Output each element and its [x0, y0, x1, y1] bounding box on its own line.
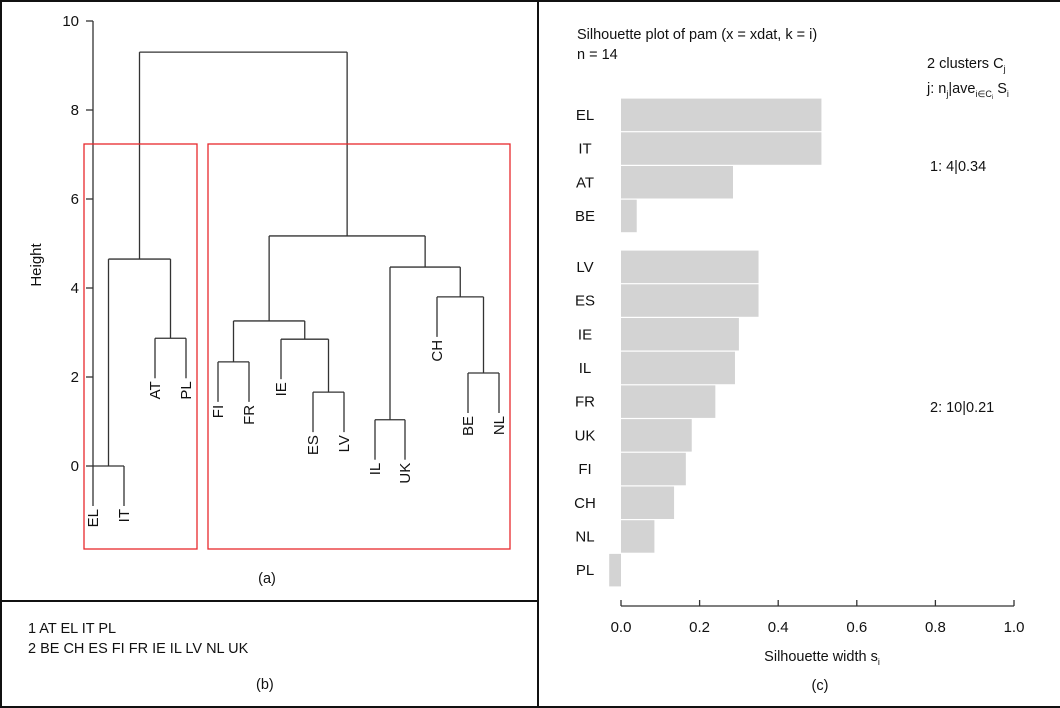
bar-label-fr: FR	[575, 394, 595, 411]
x-tick-label: 1.0	[1004, 619, 1025, 636]
silhouette-bar-fi	[621, 452, 686, 486]
silhouette-bar-fr	[621, 385, 716, 418]
y-tick-label: 2	[71, 369, 79, 386]
x-axis-label-sub: i	[878, 657, 880, 667]
legend-title-sub: j	[1003, 64, 1006, 74]
dendrogram-chart: 0 2 4 6 8 10 EL IT AT PL FI FR IE ES LV IL UK CH BE NL Hei…	[28, 13, 511, 587]
cluster-listing-2: 2 BE CH ES FI FR IE IL LV NL UK	[28, 641, 249, 657]
silhouette-bar-il	[621, 351, 735, 385]
leaf-label-el: EL	[85, 509, 102, 527]
panel-a-label: (a)	[258, 571, 276, 587]
bar-label-uk: UK	[575, 427, 596, 444]
leaf-label-il: IL	[367, 463, 384, 476]
cluster-listing-1: 1 AT EL IT PL	[28, 621, 117, 637]
leaf-label-be: BE	[460, 416, 477, 436]
leaf-label-nl: NL	[491, 416, 508, 435]
legend-header-b: |ave	[948, 81, 975, 97]
leaf-label-ie: IE	[273, 382, 290, 396]
silhouette-bar-be	[621, 199, 637, 233]
silhouette-bar-it	[621, 132, 822, 165]
leaf-label-it: IT	[116, 509, 133, 522]
silhouette-bar-at	[621, 166, 734, 199]
y-tick-label: 8	[71, 102, 79, 119]
x-tick-label: 0.8	[925, 619, 946, 636]
silhouette-bar-nl	[621, 520, 655, 553]
x-tick-label: 0.0	[611, 619, 632, 636]
panel-c-label: (c)	[812, 678, 829, 694]
leaf-label-lv: LV	[336, 435, 353, 452]
bar-label-es: ES	[575, 293, 595, 310]
bar-label-nl: NL	[575, 528, 594, 545]
panel-c-frame	[537, 0, 1060, 708]
silhouette-bar-es	[621, 284, 759, 317]
y-tick-label: 6	[71, 191, 79, 208]
legend-title-text: 2 clusters C	[927, 56, 1004, 72]
silhouette-bar-ch	[621, 486, 675, 519]
bar-label-ie: IE	[578, 326, 592, 343]
leaf-label-uk: UK	[397, 463, 414, 484]
bar-label-ch: CH	[574, 495, 596, 512]
legend-header: j: nj|avei∈Ci Si	[926, 81, 1009, 101]
x-tick-label: 0.6	[846, 619, 867, 636]
bar-label-el: EL	[576, 107, 594, 124]
bar-label-at: AT	[576, 174, 594, 191]
leaf-label-fi: FI	[210, 405, 227, 418]
legend-header-b-sub: i∈C	[976, 89, 993, 99]
leaf-label-fr: FR	[241, 405, 258, 425]
silhouette-title: Silhouette plot of pam (x = xdat, k = i)	[577, 27, 817, 43]
legend-title: 2 clusters Cj	[927, 56, 1006, 74]
cluster-box-1	[83, 143, 198, 550]
panel-b-label: (b)	[256, 677, 274, 693]
y-axis-label: Height	[28, 242, 45, 286]
y-tick-label: 0	[71, 458, 79, 475]
silhouette-bar-uk	[621, 419, 692, 452]
silhouette-bar-ie	[621, 318, 739, 351]
legend-header-a-sub: j	[945, 89, 948, 99]
legend-header-b-subsub: i	[992, 95, 993, 101]
cluster-summary-2: 2: 10|0.21	[930, 400, 994, 416]
silhouette-bar-lv	[621, 250, 759, 284]
bar-label-be: BE	[575, 208, 595, 225]
bar-label-it: IT	[578, 141, 591, 158]
leaf-label-es: ES	[305, 435, 322, 455]
x-tick-label: 0.2	[689, 619, 710, 636]
silhouette-bar-el	[621, 98, 822, 132]
x-axis-label-text: Silhouette width s	[764, 649, 878, 665]
bar-label-il: IL	[579, 360, 592, 377]
cluster-summary-1: 1: 4|0.34	[930, 159, 986, 175]
leaf-label-at: AT	[147, 381, 164, 399]
silhouette-bar-pl	[609, 553, 621, 587]
legend-header-a: j: n	[926, 81, 946, 97]
silhouette-n: n = 14	[577, 47, 618, 63]
silhouette-chart: Silhouette plot of pam (x = xdat, k = i)…	[574, 27, 1025, 694]
y-tick-label: 4	[71, 280, 79, 297]
bar-label-lv: LV	[576, 259, 593, 276]
y-tick-label: 10	[62, 13, 79, 30]
leaf-label-pl: PL	[178, 381, 195, 399]
x-tick-label: 0.4	[768, 619, 789, 636]
cluster-box-2	[207, 143, 511, 550]
legend-header-c: S	[993, 81, 1007, 97]
bar-label-fi: FI	[578, 461, 591, 478]
leaf-label-ch: CH	[429, 340, 446, 362]
legend-header-c-sub: i	[1007, 89, 1009, 99]
x-axis-label: Silhouette width si	[764, 649, 880, 667]
bar-label-pl: PL	[576, 562, 594, 579]
